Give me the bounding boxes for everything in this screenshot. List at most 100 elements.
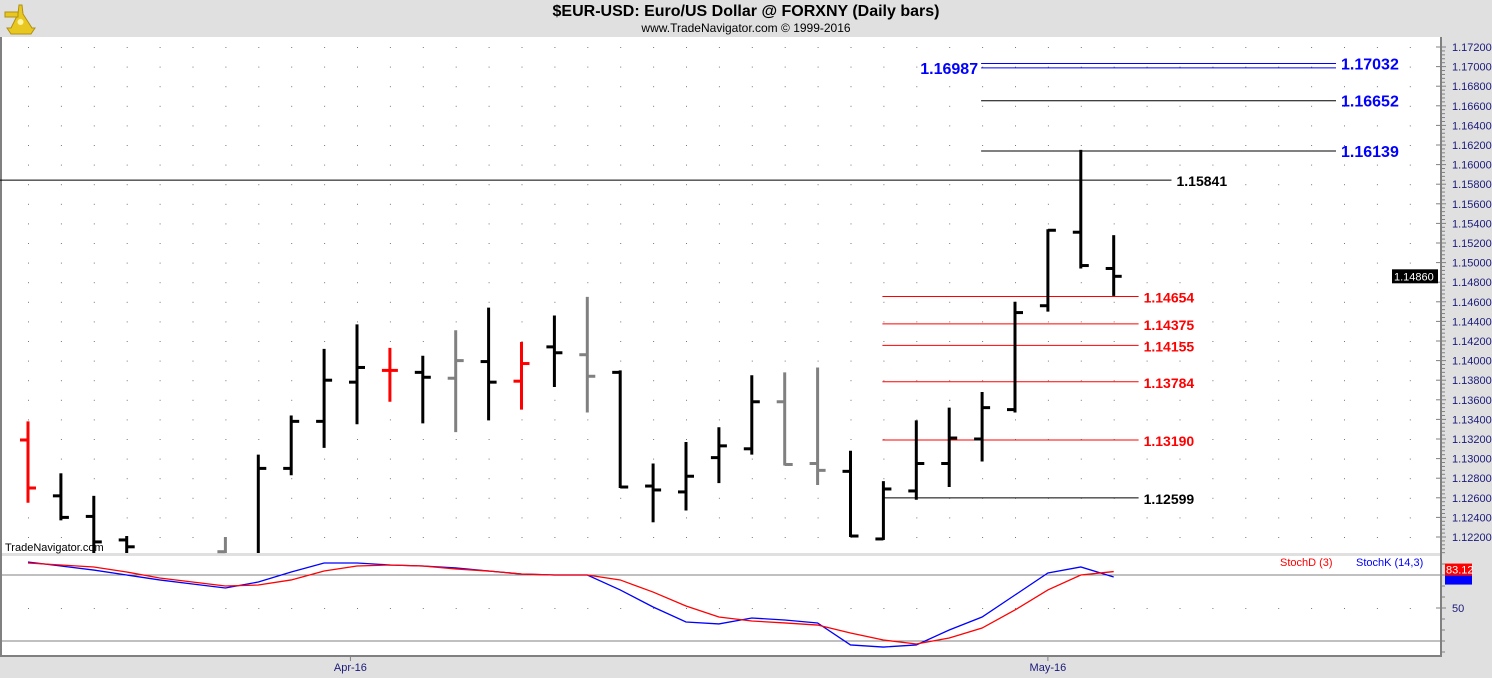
grid-dot <box>258 184 260 186</box>
y-tick-label: 1.14600 <box>1452 297 1492 309</box>
grid-dot <box>751 125 753 127</box>
grid-dot <box>587 262 589 264</box>
grid-dot <box>1212 478 1214 480</box>
grid-dot <box>1146 282 1148 284</box>
grid-dot <box>784 282 786 284</box>
grid-dot <box>1015 243 1016 244</box>
grid-dot <box>389 243 391 244</box>
grid-dot <box>1245 47 1247 48</box>
grid-dot <box>357 301 358 303</box>
grid-dot <box>225 243 227 244</box>
grid-dot <box>324 164 326 166</box>
grid-dot <box>718 497 720 499</box>
grid-dot <box>653 360 655 362</box>
grid-dot <box>1212 262 1214 264</box>
grid-dot <box>455 164 457 166</box>
grid-dot <box>1080 86 1082 88</box>
grid-dot <box>1311 458 1313 460</box>
grid-dot <box>620 145 622 146</box>
grid-dot <box>1179 399 1181 401</box>
grid-dot <box>587 478 589 480</box>
grid-dot <box>324 86 326 88</box>
grid-dot <box>1245 145 1247 146</box>
grid-dot <box>1409 105 1411 107</box>
grid-dot <box>1212 321 1214 323</box>
grid-dot <box>389 537 391 538</box>
grid-dot <box>1409 47 1411 48</box>
level-label: 1.16987 <box>920 61 978 78</box>
grid-dot <box>1278 419 1280 421</box>
grid-dot <box>389 301 391 303</box>
grid-dot <box>324 608 326 609</box>
grid-dot <box>916 203 918 205</box>
grid-dot <box>1080 360 1082 362</box>
grid-dot <box>653 184 655 186</box>
grid-dot <box>126 243 128 244</box>
grid-dot <box>653 321 655 323</box>
y-tick-label: 1.12800 <box>1452 473 1492 485</box>
grid-dot <box>784 608 786 609</box>
grid-dot <box>883 125 885 127</box>
grid-dot <box>653 47 655 48</box>
grid-dot <box>1311 497 1313 499</box>
grid-dot <box>653 301 655 303</box>
grid-dot <box>1047 458 1049 460</box>
grid-dot <box>1212 537 1214 538</box>
grid-dot <box>1376 419 1378 421</box>
grid-dot <box>1245 243 1247 244</box>
grid-dot <box>751 321 753 323</box>
grid-dot <box>817 184 819 186</box>
grid-dot <box>159 608 161 609</box>
grid-dot <box>488 301 490 303</box>
grid-dot <box>1344 223 1345 225</box>
grid-dot <box>357 478 358 480</box>
y-tick-label: 1.16000 <box>1452 160 1492 172</box>
grid-dot <box>883 145 885 146</box>
grid-dot <box>620 66 622 68</box>
grid-dot <box>1376 360 1378 362</box>
grid-dot <box>1179 478 1181 480</box>
grid-dot <box>982 301 984 303</box>
grid-dot <box>916 105 918 107</box>
grid-dot <box>850 262 852 264</box>
grid-dot <box>126 517 128 519</box>
grid-dot <box>488 458 490 460</box>
grid-dot <box>982 478 984 480</box>
grid-dot <box>455 458 457 460</box>
grid-dot <box>192 125 194 127</box>
grid-dot <box>1344 419 1345 421</box>
grid-dot <box>521 66 523 68</box>
grid-dot <box>1344 164 1345 166</box>
grid-dot <box>60 86 62 88</box>
grid-dot <box>389 517 391 519</box>
grid-dot <box>1113 66 1115 68</box>
grid-dot <box>258 301 260 303</box>
y-tick-label: 1.14000 <box>1452 356 1492 368</box>
grid-dot <box>1311 47 1313 48</box>
grid-dot <box>1376 399 1378 401</box>
grid-dot <box>1146 105 1148 107</box>
grid-dot <box>1376 321 1378 323</box>
grid-dot <box>1047 399 1049 401</box>
grid-dot <box>192 243 194 244</box>
grid-dot <box>357 282 358 284</box>
grid-dot <box>1179 223 1181 225</box>
grid-dot <box>850 439 852 440</box>
grid-dot <box>357 66 358 68</box>
grid-dot <box>324 145 326 146</box>
grid-dot <box>1113 517 1115 519</box>
grid-dot <box>389 86 391 88</box>
grid-dot <box>1376 203 1378 205</box>
stochk-value-box <box>1445 575 1472 585</box>
grid-dot <box>1245 105 1247 107</box>
grid-dot <box>1212 66 1214 68</box>
grid-dot <box>192 145 194 146</box>
grid-dot <box>1376 243 1378 244</box>
grid-dot <box>784 301 786 303</box>
grid-dot <box>192 86 194 88</box>
grid-dot <box>126 478 128 480</box>
grid-dot <box>620 608 622 609</box>
grid-dot <box>1146 47 1148 48</box>
sextant-icon <box>4 4 36 35</box>
grid-dot <box>1278 203 1280 205</box>
